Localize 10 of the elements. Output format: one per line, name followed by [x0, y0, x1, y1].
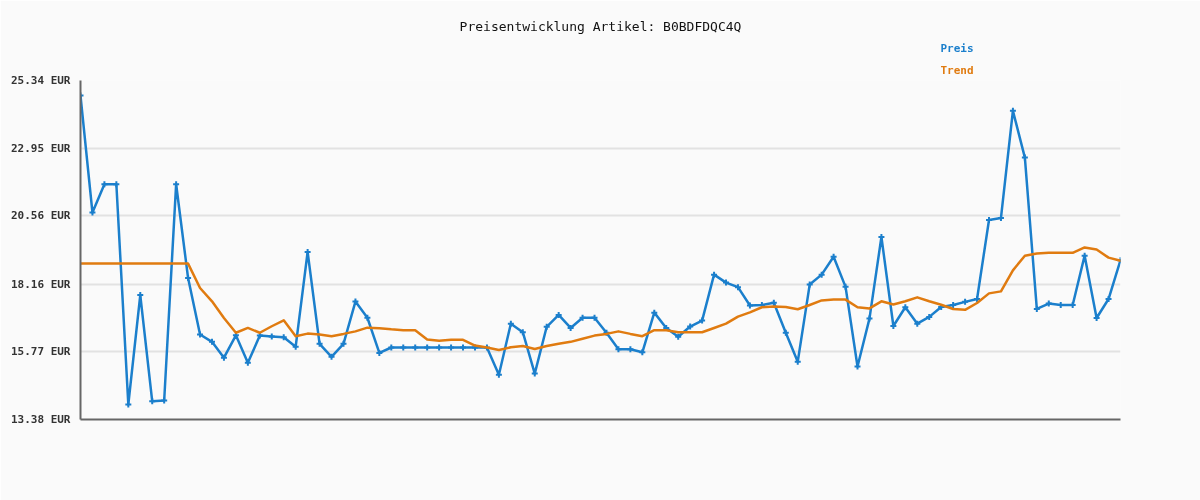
text: Trend	[940, 64, 974, 77]
chart-title: Preisentwicklung Artikel: B0BDFDQC4Q	[459, 18, 742, 34]
y-tick-label: 20.56 EUR	[10, 209, 71, 223]
line-series	[80, 246, 1121, 352]
y-tick-label: 25.34 EUR	[10, 74, 71, 87]
y-tick-label: 15.77 EUR	[10, 345, 71, 359]
y-tick-label: 18.16 EUR	[10, 277, 71, 291]
y-tick-label: 22.95 EUR	[10, 141, 71, 155]
text: Preis	[940, 42, 974, 55]
y-tick-label: 13.38 EUR	[10, 413, 71, 426]
